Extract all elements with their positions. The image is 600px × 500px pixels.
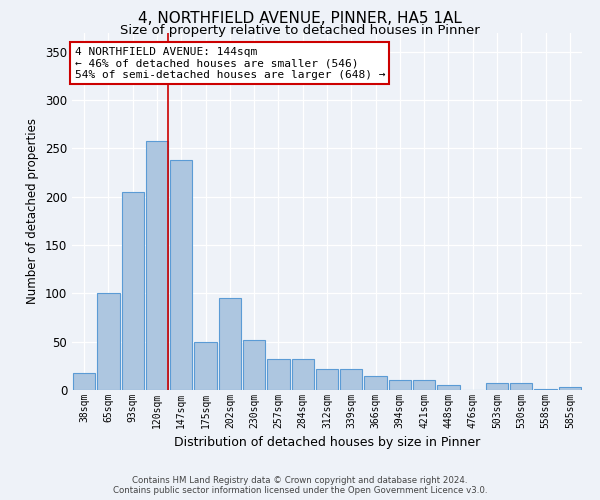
Bar <box>413 380 436 390</box>
Bar <box>292 359 314 390</box>
Bar <box>146 140 168 390</box>
Bar <box>340 368 362 390</box>
Bar <box>559 387 581 390</box>
Bar <box>510 383 532 390</box>
Bar <box>170 160 193 390</box>
Bar <box>486 383 508 390</box>
Bar <box>73 372 95 390</box>
Text: 4, NORTHFIELD AVENUE, PINNER, HA5 1AL: 4, NORTHFIELD AVENUE, PINNER, HA5 1AL <box>138 11 462 26</box>
Bar <box>243 340 265 390</box>
Y-axis label: Number of detached properties: Number of detached properties <box>26 118 40 304</box>
Bar <box>389 380 411 390</box>
Bar <box>122 192 144 390</box>
Bar <box>364 376 387 390</box>
Bar <box>316 368 338 390</box>
Bar <box>535 389 557 390</box>
Bar <box>97 294 119 390</box>
Text: Size of property relative to detached houses in Pinner: Size of property relative to detached ho… <box>120 24 480 37</box>
Text: Contains HM Land Registry data © Crown copyright and database right 2024.
Contai: Contains HM Land Registry data © Crown c… <box>113 476 487 495</box>
Bar <box>218 298 241 390</box>
Bar <box>267 359 290 390</box>
Bar <box>194 342 217 390</box>
X-axis label: Distribution of detached houses by size in Pinner: Distribution of detached houses by size … <box>174 436 480 450</box>
Bar <box>437 385 460 390</box>
Text: 4 NORTHFIELD AVENUE: 144sqm
← 46% of detached houses are smaller (546)
54% of se: 4 NORTHFIELD AVENUE: 144sqm ← 46% of det… <box>74 47 385 80</box>
